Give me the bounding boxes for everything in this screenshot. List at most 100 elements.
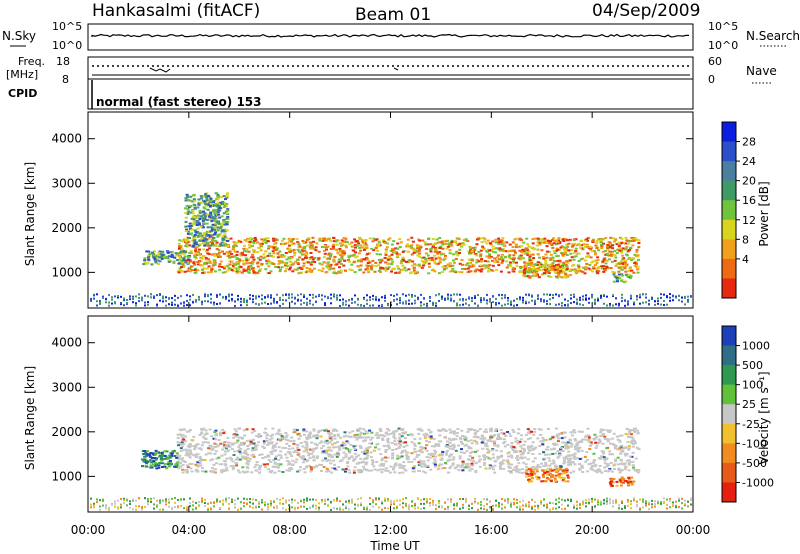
echo-cell <box>562 240 566 242</box>
echo-cell <box>628 240 631 243</box>
echo-cell <box>256 265 260 268</box>
echo-cell <box>553 268 557 271</box>
echo-cell <box>522 461 526 464</box>
echo-cell <box>383 256 387 259</box>
echo-cell <box>567 249 571 252</box>
echo-cell <box>153 250 157 253</box>
scatter-cell <box>432 302 434 305</box>
echo-cell <box>232 266 236 269</box>
echo-cell <box>508 257 512 260</box>
echo-cell <box>220 463 224 466</box>
scatter-cell <box>174 501 176 504</box>
echo-cell <box>627 447 631 450</box>
echo-cell <box>188 237 192 239</box>
echo-cell <box>158 260 162 263</box>
echo-cell <box>493 444 497 447</box>
scatter-cell <box>690 295 692 298</box>
echo-cell <box>560 449 564 452</box>
echo-cell <box>545 250 549 253</box>
echo-cell <box>403 266 407 269</box>
echo-cell <box>631 437 635 440</box>
echo-cell <box>333 463 337 466</box>
scatter-cell <box>591 296 593 299</box>
echo-cell <box>428 248 432 251</box>
echo-cell <box>613 254 617 257</box>
echo-cell <box>485 255 489 258</box>
echo-cell <box>295 238 299 241</box>
echo-cell <box>342 451 346 454</box>
scatter-cell <box>447 296 449 299</box>
echo-cell <box>320 263 324 266</box>
scatter-cell <box>387 303 389 306</box>
echo-cell <box>624 242 627 245</box>
scatter-cell <box>435 302 437 305</box>
echo-cell <box>631 244 635 247</box>
echo-cell <box>359 244 363 247</box>
echo-cell <box>294 449 298 452</box>
scatter-cell <box>645 500 647 503</box>
echo-cell <box>261 457 265 460</box>
echo-cell <box>502 250 506 253</box>
echo-cell <box>161 250 165 253</box>
echo-cell <box>583 438 587 441</box>
echo-cell <box>445 247 449 250</box>
echo-cell <box>400 464 403 467</box>
scatter-cell <box>516 506 518 509</box>
echo-cell <box>217 213 221 216</box>
echo-cell <box>578 463 581 465</box>
echo-cell <box>228 263 232 266</box>
echo-cell <box>344 237 348 240</box>
echo-cell <box>358 269 362 271</box>
echo-cell <box>519 438 523 441</box>
colorbar-tick-label: 16 <box>742 194 756 207</box>
echo-cell <box>620 237 624 240</box>
scatter-cell <box>618 507 620 510</box>
echo-cell <box>461 263 464 266</box>
echo-cell <box>326 245 330 248</box>
echo-cell <box>561 254 565 257</box>
scatter-cell <box>474 297 476 300</box>
echo-cell <box>280 266 284 269</box>
scatter-cell <box>570 293 572 296</box>
echo-cell <box>472 264 476 267</box>
scatter-cell <box>600 296 602 299</box>
echo-cell <box>499 428 503 431</box>
echo-cell <box>156 254 160 256</box>
echo-cell <box>184 469 188 472</box>
echo-cell <box>567 464 571 466</box>
echo-cell <box>391 452 395 455</box>
echo-cell <box>615 276 619 279</box>
scatter-cell <box>429 297 431 300</box>
scatter-cell <box>678 497 680 500</box>
echo-cell <box>425 456 429 458</box>
echo-cell <box>536 267 540 270</box>
echo-cell <box>506 431 510 433</box>
echo-cell <box>368 261 372 264</box>
echo-cell <box>522 451 525 454</box>
scatter-cell <box>330 302 332 305</box>
echo-cell <box>363 452 367 455</box>
echo-cell <box>194 257 198 260</box>
echo-cell <box>635 470 639 473</box>
echo-cell <box>401 264 405 267</box>
echo-cell <box>336 433 340 436</box>
echo-cell <box>550 462 554 465</box>
echo-cell <box>405 454 408 457</box>
scatter-cell <box>399 296 401 299</box>
echo-cell <box>302 265 306 267</box>
echo-cell <box>181 463 185 466</box>
echo-cell <box>325 470 328 473</box>
echo-cell <box>492 456 495 459</box>
echo-cell <box>384 456 387 459</box>
echo-cell <box>263 256 267 259</box>
echo-cell <box>397 455 401 458</box>
echo-cell <box>478 269 482 272</box>
echo-cell <box>309 470 313 473</box>
echo-cell <box>252 241 256 244</box>
echo-cell <box>206 200 210 203</box>
echo-cell <box>305 252 309 255</box>
scatter-cell <box>315 498 317 501</box>
echo-cell <box>269 245 273 248</box>
echo-cell <box>223 236 227 239</box>
echo-cell <box>407 455 410 458</box>
